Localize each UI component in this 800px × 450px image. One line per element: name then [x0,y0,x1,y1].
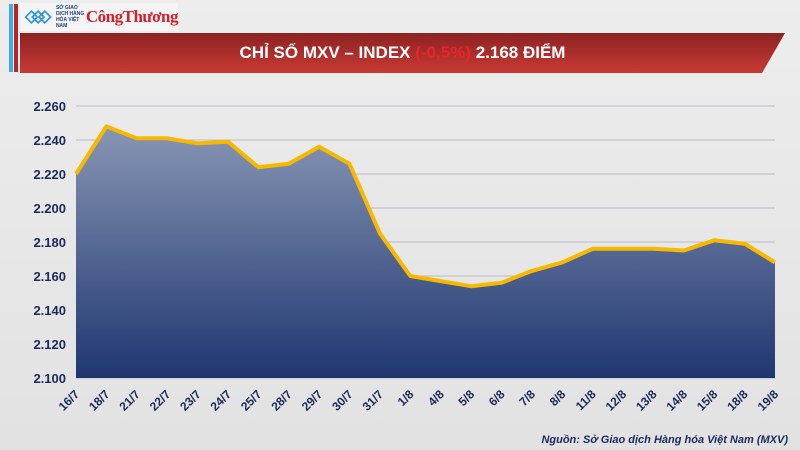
x-tick-label: 25/7 [238,387,265,414]
y-tick-label: 2.260 [33,99,66,114]
x-tick-label: 16/7 [56,387,83,414]
x-tick-label: 21/7 [116,387,143,414]
x-tick-label: 11/8 [573,387,599,413]
y-tick-label: 2.200 [33,201,66,216]
x-tick-label: 31/7 [360,387,387,414]
logo-text: SỞ GIAO DỊCH HÀNG HÓA VIỆT NAM [55,5,85,29]
title-suffix: 2.168 ĐIỂM [470,43,566,62]
x-tick-label: 5/8 [456,387,478,409]
x-tick-label: 8/8 [547,387,569,409]
y-tick-label: 2.120 [33,337,66,352]
mxv-logo-icon [24,10,52,24]
area-fill [76,126,775,379]
brand-logo: CôngThương [85,7,179,26]
x-tick-label: 30/7 [329,387,356,414]
x-tick-label: 18/8 [724,387,751,414]
title-prefix: CHỈ SỐ MXV – INDEX [239,43,416,62]
title-banner: CHỈ SỐ MXV – INDEX (-0,5%) 2.168 ĐIỂM [20,33,785,73]
accent-bar [9,4,13,72]
x-tick-label: 29/7 [299,387,326,414]
x-tick-label: 7/8 [516,387,538,409]
x-tick-label: 13/8 [633,387,660,414]
accent-bar [14,4,18,72]
logo: SỞ GIAO DỊCH HÀNG HÓA VIỆT NAM CôngThươn… [20,3,178,31]
x-tick-label: 28/7 [268,387,295,414]
x-tick-label: 23/7 [177,387,204,414]
x-tick-label: 6/8 [486,387,508,409]
x-tick-label: 1/8 [395,387,417,409]
index-line [74,124,777,289]
y-tick-label: 2.160 [33,269,66,284]
source-note: Nguồn: Sở Giao dịch Hàng hóa Việt Nam (M… [541,434,788,446]
y-tick-label: 2.220 [33,167,66,182]
x-tick-label: 15/8 [694,387,721,414]
x-tick-label: 19/8 [755,387,782,414]
x-tick-label: 24/7 [208,387,235,414]
title-change: (-0,5%) [415,43,471,62]
y-tick-label: 2.100 [33,371,66,386]
x-tick-label: 12/8 [603,387,630,414]
x-tick-label: 18/7 [86,387,113,414]
x-tick-label: 4/8 [425,387,447,409]
y-tick-label: 2.240 [33,133,66,148]
y-tick-label: 2.140 [33,303,66,318]
x-tick-label: 22/7 [147,387,174,414]
y-tick-label: 2.180 [33,235,66,250]
x-tick-label: 14/8 [664,387,691,414]
